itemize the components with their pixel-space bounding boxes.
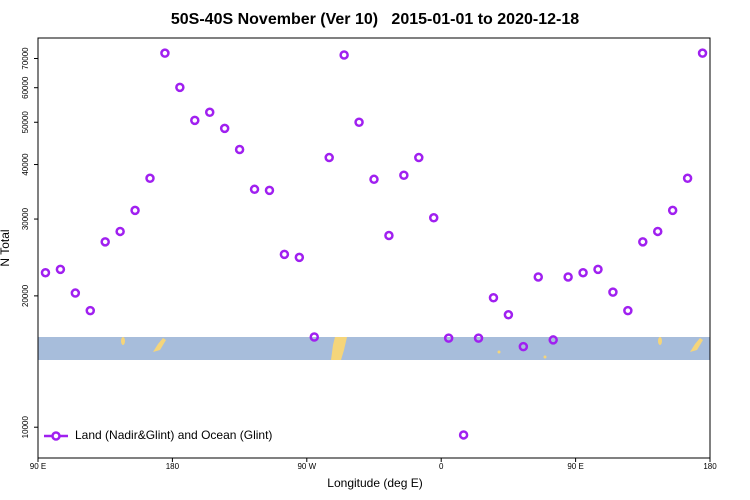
- point: [234, 144, 245, 155]
- y-tick-label: 10000: [21, 416, 30, 439]
- point: [623, 305, 633, 316]
- point: [399, 170, 409, 181]
- point: [264, 185, 275, 196]
- point: [160, 48, 170, 58]
- point: [414, 152, 424, 163]
- x-tick-label: 90 E: [30, 462, 46, 471]
- point: [175, 82, 185, 93]
- legend-marker: [51, 431, 61, 441]
- point: [667, 205, 678, 216]
- y-axis-label: N Total: [0, 229, 12, 266]
- y-tick-label: 30000: [21, 207, 30, 230]
- point: [354, 117, 364, 128]
- point: [578, 267, 588, 278]
- point: [682, 173, 693, 184]
- y-tick-label: 20000: [21, 284, 30, 307]
- point: [339, 50, 349, 60]
- point: [85, 305, 96, 316]
- y-tick-label: 40000: [21, 153, 30, 176]
- point: [219, 123, 230, 134]
- point: [279, 249, 290, 260]
- point: [533, 272, 544, 282]
- x-tick-label: 180: [703, 462, 717, 471]
- point: [593, 264, 603, 275]
- point: [309, 332, 320, 342]
- point: [548, 335, 558, 345]
- point: [473, 333, 484, 343]
- point: [443, 333, 454, 343]
- x-axis-label: Longitude (deg E): [327, 476, 422, 490]
- legend-label: Land (Nadir&Glint) and Ocean (Glint): [75, 428, 272, 442]
- point: [503, 310, 514, 320]
- x-tick-label: 90 E: [567, 462, 583, 471]
- chart-title: 50S-40S November (Ver 10) 2015-01-01 to …: [171, 11, 579, 28]
- map-band: [38, 337, 710, 360]
- point: [608, 287, 618, 297]
- point: [70, 288, 81, 298]
- point: [638, 237, 648, 247]
- x-tick-label: 90 W: [297, 462, 316, 471]
- point: [384, 230, 394, 241]
- point: [428, 213, 439, 223]
- y-tick-label: 50000: [21, 111, 30, 134]
- point: [55, 264, 66, 275]
- plot-frame: [37, 37, 711, 459]
- x-tick-label: 0: [439, 462, 444, 471]
- point: [697, 48, 708, 58]
- point: [204, 107, 215, 118]
- point: [488, 293, 499, 303]
- point: [518, 341, 529, 352]
- x-tick-label: 180: [166, 462, 180, 471]
- point: [294, 252, 305, 263]
- point: [115, 226, 125, 237]
- point: [369, 174, 379, 185]
- point: [249, 184, 260, 195]
- point: [458, 430, 469, 440]
- point: [100, 237, 110, 247]
- point: [145, 173, 155, 184]
- point: [652, 226, 663, 237]
- point: [190, 115, 200, 126]
- point: [130, 205, 140, 216]
- y-tick-label: 70000: [21, 47, 30, 70]
- point: [324, 152, 334, 163]
- point: [40, 267, 51, 278]
- point: [563, 272, 573, 282]
- y-tick-label: 60000: [21, 76, 30, 99]
